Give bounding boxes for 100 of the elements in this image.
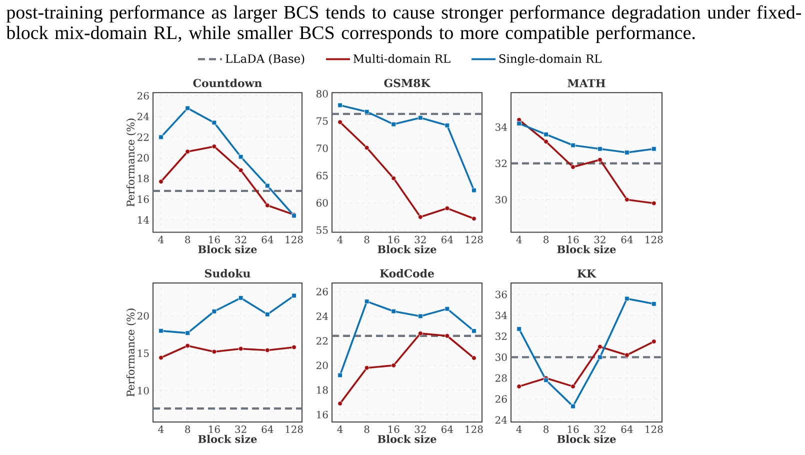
x-axis-title: Block size: [198, 245, 257, 254]
legend-label: Multi-domain RL: [353, 54, 450, 63]
point: [265, 312, 270, 317]
point: [338, 120, 342, 125]
y-tick-label: 80: [316, 90, 328, 98]
x-tick-label: 64: [442, 236, 454, 244]
x-tick-label: 64: [262, 236, 274, 244]
y-tick-label: 15: [138, 349, 149, 357]
point: [338, 372, 342, 378]
y-tick-label: 20: [137, 154, 149, 162]
point: [265, 202, 270, 208]
x-tick-label: 32: [594, 425, 606, 434]
x-tick-label: 16: [209, 236, 220, 244]
y-tick-label: 18: [317, 386, 328, 394]
x-tick-label: 64: [442, 425, 454, 434]
x-tick-label: 16: [388, 236, 400, 244]
y-tick-label: 16: [138, 195, 149, 203]
point: [185, 106, 190, 111]
y-tick-label: 32: [496, 160, 507, 168]
point: [212, 120, 217, 126]
y-tick-label: 26: [316, 288, 328, 296]
point: [391, 122, 396, 127]
x-tick-label: 16: [568, 236, 579, 244]
chart-title: GSM8K: [384, 78, 431, 88]
point: [652, 146, 656, 152]
point: [544, 378, 548, 383]
x-tick-label: 128: [646, 425, 663, 434]
point: [238, 154, 244, 160]
y-tick-label: 28: [495, 374, 507, 382]
y-tick-label: 24: [316, 312, 328, 320]
x-tick-label: 16: [388, 425, 400, 434]
y-tick-label: 34: [496, 312, 507, 320]
x-axis-title: Block size: [557, 434, 616, 443]
text: post-training performance as larger BCS tends to cause stronger performance degradation under fixed-block mix-domain RL, while smaller BCS corresponds to more compatible performance.: [6, 5, 802, 43]
point: [570, 164, 576, 170]
x-tick-label: 4: [158, 425, 164, 433]
y-tick-label: 55: [316, 226, 328, 234]
x-tick-label: 4: [516, 425, 522, 433]
point: [624, 296, 630, 302]
x-axis-title: Block size: [378, 245, 436, 254]
point: [418, 214, 423, 220]
x-tick-label: 8: [544, 425, 549, 434]
point: [444, 206, 450, 211]
y-tick-label: 70: [316, 144, 328, 152]
point: [185, 330, 190, 336]
y-tick-label: 18: [138, 174, 149, 182]
chart-title: Countdown: [193, 78, 262, 88]
x-tick-label: 128: [286, 425, 303, 434]
y-tick-label: 26: [137, 92, 149, 100]
y-tick-label: 30: [496, 196, 507, 204]
chart-title: KK: [578, 270, 596, 278]
point: [624, 352, 630, 358]
point: [544, 139, 548, 144]
point: [364, 299, 370, 304]
point: [598, 157, 602, 162]
point: [652, 301, 656, 306]
point: [516, 384, 522, 389]
point: [598, 354, 602, 360]
point: [364, 145, 370, 150]
x-tick-label: 4: [158, 236, 164, 244]
point: [338, 401, 342, 406]
point: [391, 308, 396, 314]
point: [472, 188, 476, 193]
y-tick-label: 24: [495, 416, 507, 424]
x-tick-label: 16: [568, 425, 579, 434]
x-tick-label: 8: [185, 236, 190, 244]
y-tick-label: 60: [316, 199, 328, 207]
point: [212, 308, 217, 314]
chart-title: MATH: [568, 79, 606, 88]
point: [516, 326, 522, 332]
point: [418, 115, 423, 120]
point: [516, 121, 522, 126]
point: [570, 404, 576, 409]
point: [444, 123, 450, 128]
x-tick-label: 8: [544, 236, 549, 244]
point: [158, 355, 164, 360]
point: [158, 328, 164, 334]
point: [265, 183, 270, 188]
y-tick-label: 22: [316, 337, 328, 344]
x-tick-label: 4: [337, 236, 343, 244]
x-tick-label: 64: [621, 425, 633, 434]
point: [212, 349, 217, 354]
point: [624, 197, 630, 202]
x-tick-label: 4: [516, 236, 522, 244]
y-tick-label: 32: [496, 332, 507, 340]
x-tick-label: 32: [594, 236, 606, 244]
point: [570, 142, 576, 148]
point: [472, 328, 476, 334]
point: [292, 293, 296, 298]
point: [472, 356, 476, 360]
point: [652, 200, 656, 206]
y-tick-label: 36: [496, 290, 507, 298]
point: [364, 109, 370, 114]
point: [338, 102, 342, 108]
point: [364, 365, 370, 370]
point: [444, 333, 450, 338]
point: [238, 346, 244, 352]
y-tick-label: 26: [495, 395, 507, 403]
y-tick-label: 16: [317, 410, 328, 418]
x-axis-title: Block size: [378, 434, 436, 443]
